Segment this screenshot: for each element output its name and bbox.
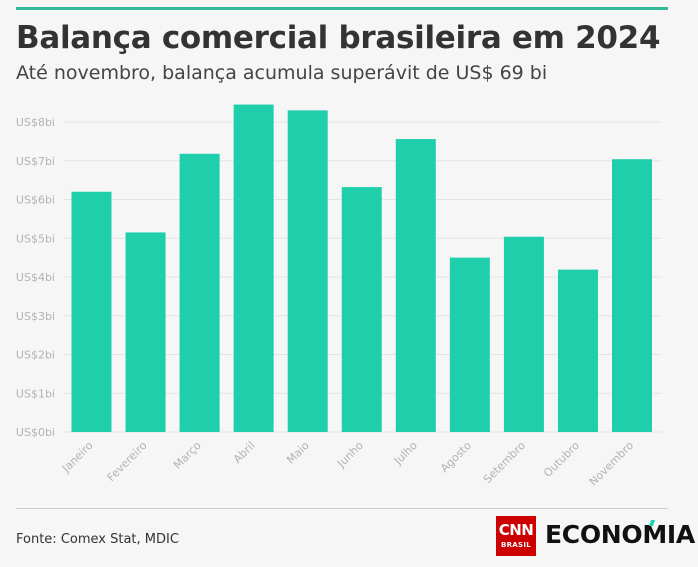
logo-brasil-text: BRASIL	[500, 541, 532, 549]
bar	[125, 232, 166, 432]
y-tick-label: US$2bi	[16, 349, 55, 362]
y-tick-label: US$6bi	[16, 194, 55, 207]
x-tick-label: Julho	[391, 439, 420, 468]
logo-cnn-text: CNN	[498, 521, 534, 539]
x-tick-label: Maio	[284, 439, 312, 467]
bar	[557, 269, 598, 432]
chart-title: Balança comercial brasileira em 2024	[16, 20, 661, 56]
bar	[449, 257, 490, 432]
bar	[287, 110, 328, 432]
y-tick-label: US$8bi	[16, 116, 55, 129]
x-tick-label: Setembro	[481, 439, 528, 486]
cnn-brasil-logo: CNN BRASIL	[496, 516, 536, 556]
bar	[503, 236, 544, 432]
footer-divider	[16, 508, 668, 509]
bar	[179, 153, 220, 432]
bar	[612, 159, 652, 432]
economia-logo-text: ECONOMIA	[545, 520, 695, 549]
x-tick-label: Outubro	[541, 439, 582, 480]
bar	[395, 139, 436, 433]
x-tick-label: Abril	[231, 439, 258, 466]
bar	[233, 104, 274, 432]
bar	[71, 191, 112, 432]
y-tick-label: US$5bi	[16, 232, 55, 245]
x-tick-label: Fevereiro	[104, 439, 149, 484]
x-tick-label: Novembro	[587, 439, 637, 489]
top-accent-rule	[16, 7, 668, 10]
chart-subtitle: Até novembro, balança acumula superávit …	[16, 62, 548, 84]
bar-chart: US$0bi US$1bi US$2bi US$3bi US$4bi US$5bi US$6…	[16, 104, 662, 489]
source-note: Fonte: Comex Stat, MDIC	[16, 532, 179, 547]
y-tick-label: US$0bi	[16, 426, 55, 439]
y-tick-label: US$7bi	[16, 155, 55, 168]
bar	[341, 187, 382, 432]
x-tick-label: Junho	[334, 439, 366, 471]
x-tick-label: Março	[171, 439, 204, 472]
y-tick-label: US$3bi	[16, 310, 55, 323]
y-tick-label: US$4bi	[16, 271, 55, 284]
x-tick-label: Agosto	[438, 439, 474, 475]
x-tick-label: Janeiro	[59, 439, 96, 476]
y-tick-label: US$1bi	[16, 387, 55, 400]
